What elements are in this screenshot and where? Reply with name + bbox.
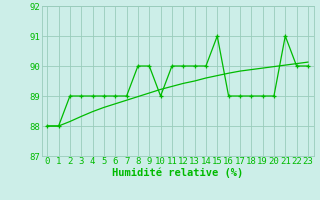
X-axis label: Humidité relative (%): Humidité relative (%): [112, 168, 243, 178]
